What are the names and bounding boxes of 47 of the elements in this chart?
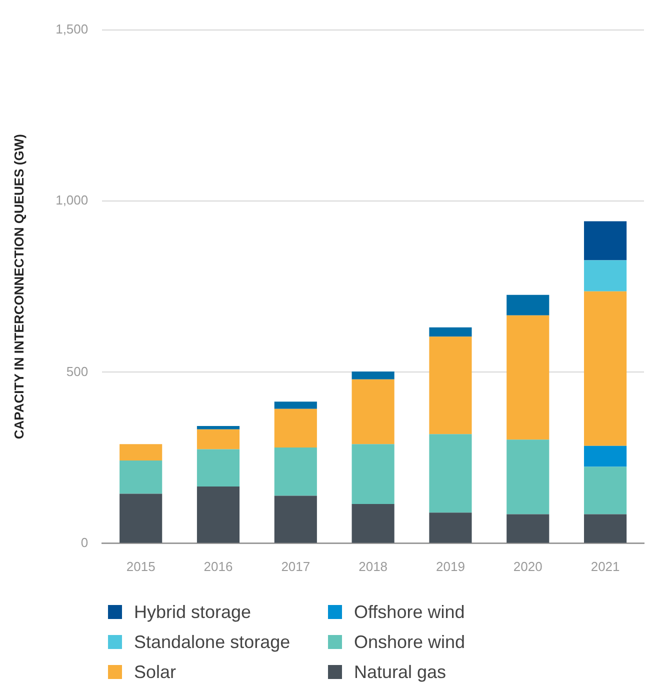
bar	[584, 446, 627, 467]
bar	[429, 336, 472, 434]
bar	[506, 440, 550, 514]
x-tick-label: 2019	[436, 558, 465, 574]
bar	[429, 512, 472, 543]
bar	[196, 449, 240, 487]
legend-label: Onshore wind	[354, 632, 466, 652]
legend-label: Offshore wind	[354, 602, 465, 622]
legend-label: Natural gas	[354, 662, 446, 682]
bar	[352, 379, 394, 444]
bar	[120, 460, 162, 494]
bar	[584, 514, 627, 543]
y-axis-title: CAPACITY IN INTERCONNECTION QUEUES (GW)	[11, 134, 26, 440]
bar	[584, 221, 627, 260]
bar	[584, 466, 627, 514]
x-tick-label: 2016	[204, 558, 233, 574]
bar	[584, 260, 627, 292]
bar	[352, 444, 394, 504]
bar	[506, 514, 550, 543]
bar	[584, 291, 627, 446]
x-tick-label: 2018	[358, 558, 388, 574]
x-tick-label: 2017	[281, 558, 310, 574]
bar	[120, 494, 162, 543]
bar	[429, 434, 472, 513]
bar	[196, 426, 240, 430]
y-tick-label: 1,500	[56, 21, 88, 36]
bar	[196, 429, 240, 450]
bar	[429, 327, 472, 337]
bar	[274, 448, 317, 496]
bar	[506, 294, 550, 316]
bar	[274, 496, 317, 543]
bar	[196, 486, 240, 543]
x-tick-label: 2021	[590, 558, 620, 574]
bar	[274, 402, 317, 409]
legend-label: Solar	[134, 662, 176, 682]
x-tick-label: 2015	[126, 558, 156, 574]
legend-label: Standalone storage	[134, 632, 290, 652]
y-tick-label: 0	[80, 534, 88, 550]
bar	[506, 315, 550, 440]
y-tick-label: 500	[66, 364, 88, 379]
bar	[352, 504, 394, 543]
x-tick-label: 2020	[513, 558, 542, 574]
bar	[120, 444, 162, 461]
legend-label: Hybrid storage	[134, 602, 252, 622]
y-tick-label: 1,000	[56, 192, 88, 208]
bar	[352, 372, 394, 380]
bar	[274, 408, 317, 448]
